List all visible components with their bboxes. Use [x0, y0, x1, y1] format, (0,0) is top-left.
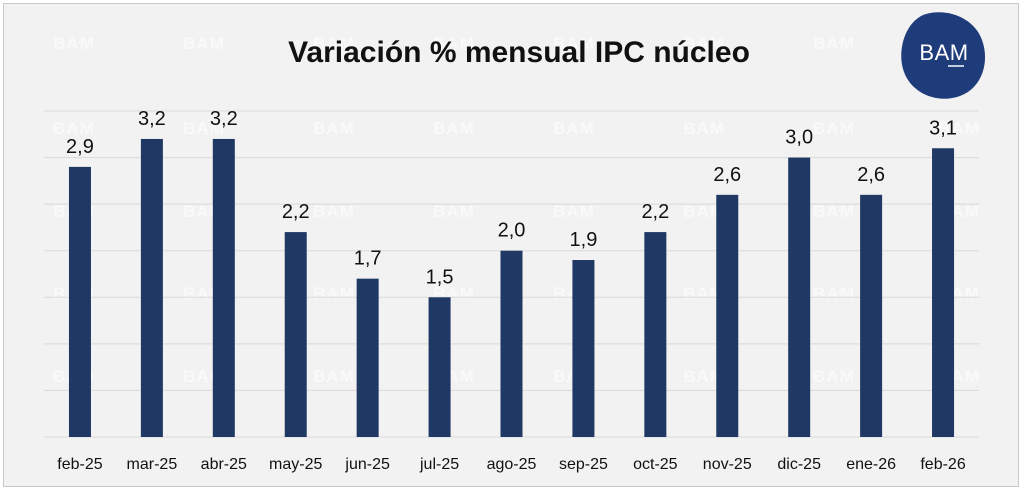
bar-feb-25 — [69, 167, 91, 437]
bar-dic-25 — [788, 158, 810, 437]
watermark-text: BAM — [813, 284, 855, 303]
watermark-text: BAM — [813, 202, 855, 221]
bar-oct-25 — [644, 232, 666, 437]
bar-jun-25 — [357, 279, 379, 437]
watermark-text: BAM — [813, 119, 855, 138]
data-label: 2,6 — [857, 164, 885, 186]
watermark-text: BAM — [313, 284, 355, 303]
bar-sep-25 — [572, 260, 594, 437]
watermark-text: BAM — [313, 202, 355, 221]
x-tick-label: ene-26 — [846, 456, 896, 473]
data-label: 2,0 — [498, 220, 526, 242]
data-label: 3,2 — [138, 108, 166, 130]
x-tick-label: dic-25 — [777, 456, 821, 473]
bar-abr-25 — [213, 139, 235, 437]
watermark-text: BAM — [813, 34, 855, 53]
data-label: 2,2 — [282, 201, 310, 223]
data-label: 1,5 — [426, 266, 454, 288]
x-tick-label: ago-25 — [487, 456, 537, 473]
bar-feb-26 — [932, 148, 954, 437]
chart-title: Variación % mensual IPC núcleo — [288, 36, 750, 69]
watermark-text: BAM — [53, 34, 95, 53]
data-label: 2,6 — [713, 164, 741, 186]
data-label: 3,1 — [929, 117, 957, 139]
x-tick-label: abr-25 — [201, 456, 247, 473]
bam-logo: BAM — [901, 12, 985, 98]
watermark-text: BAM — [553, 202, 595, 221]
x-tick-label: oct-25 — [633, 456, 678, 473]
watermark-text: BAM — [313, 367, 355, 386]
data-label: 3,2 — [210, 108, 238, 130]
watermark-text: BAM — [683, 119, 725, 138]
bar-ago-25 — [501, 251, 523, 437]
x-axis-labels: feb-25 mar-25 abr-25 may-25 jun-25 jul-25 ago-… — [57, 456, 966, 473]
x-tick-label: may-25 — [269, 456, 322, 473]
x-tick-label: jun-25 — [344, 456, 390, 473]
data-label: 2,9 — [66, 136, 94, 158]
chart-frame: BAM BAM BAM BAM BAM BAM BAM BAM BAM BAM BAM BAM BAM B… — [3, 3, 1019, 487]
data-label: 1,7 — [354, 248, 382, 270]
x-tick-label: mar-25 — [127, 456, 178, 473]
data-label: 1,9 — [570, 229, 598, 251]
watermark-text: BAM — [813, 367, 855, 386]
data-label: 3,0 — [785, 127, 813, 149]
bar-jul-25 — [429, 297, 451, 437]
bar-ene-26 — [860, 195, 882, 437]
bar-chart: BAM BAM BAM BAM BAM BAM BAM BAM BAM BAM BAM BAM BAM B… — [4, 4, 1020, 488]
x-tick-label: sep-25 — [559, 456, 608, 473]
x-tick-label: nov-25 — [703, 456, 752, 473]
x-tick-label: feb-26 — [920, 456, 965, 473]
watermark-text: BAM — [313, 119, 355, 138]
watermark-text: BAM — [183, 34, 225, 53]
logo-text: BAM — [919, 40, 968, 65]
data-label: 2,2 — [641, 201, 669, 223]
bar-nov-25 — [716, 195, 738, 437]
bar-mar-25 — [141, 139, 163, 437]
watermark-text: BAM — [553, 119, 595, 138]
watermark-text: BAM — [433, 119, 475, 138]
bar-may-25 — [285, 232, 307, 437]
watermark-text: BAM — [433, 202, 475, 221]
x-tick-label: feb-25 — [57, 456, 102, 473]
x-tick-label: jul-25 — [419, 456, 459, 473]
